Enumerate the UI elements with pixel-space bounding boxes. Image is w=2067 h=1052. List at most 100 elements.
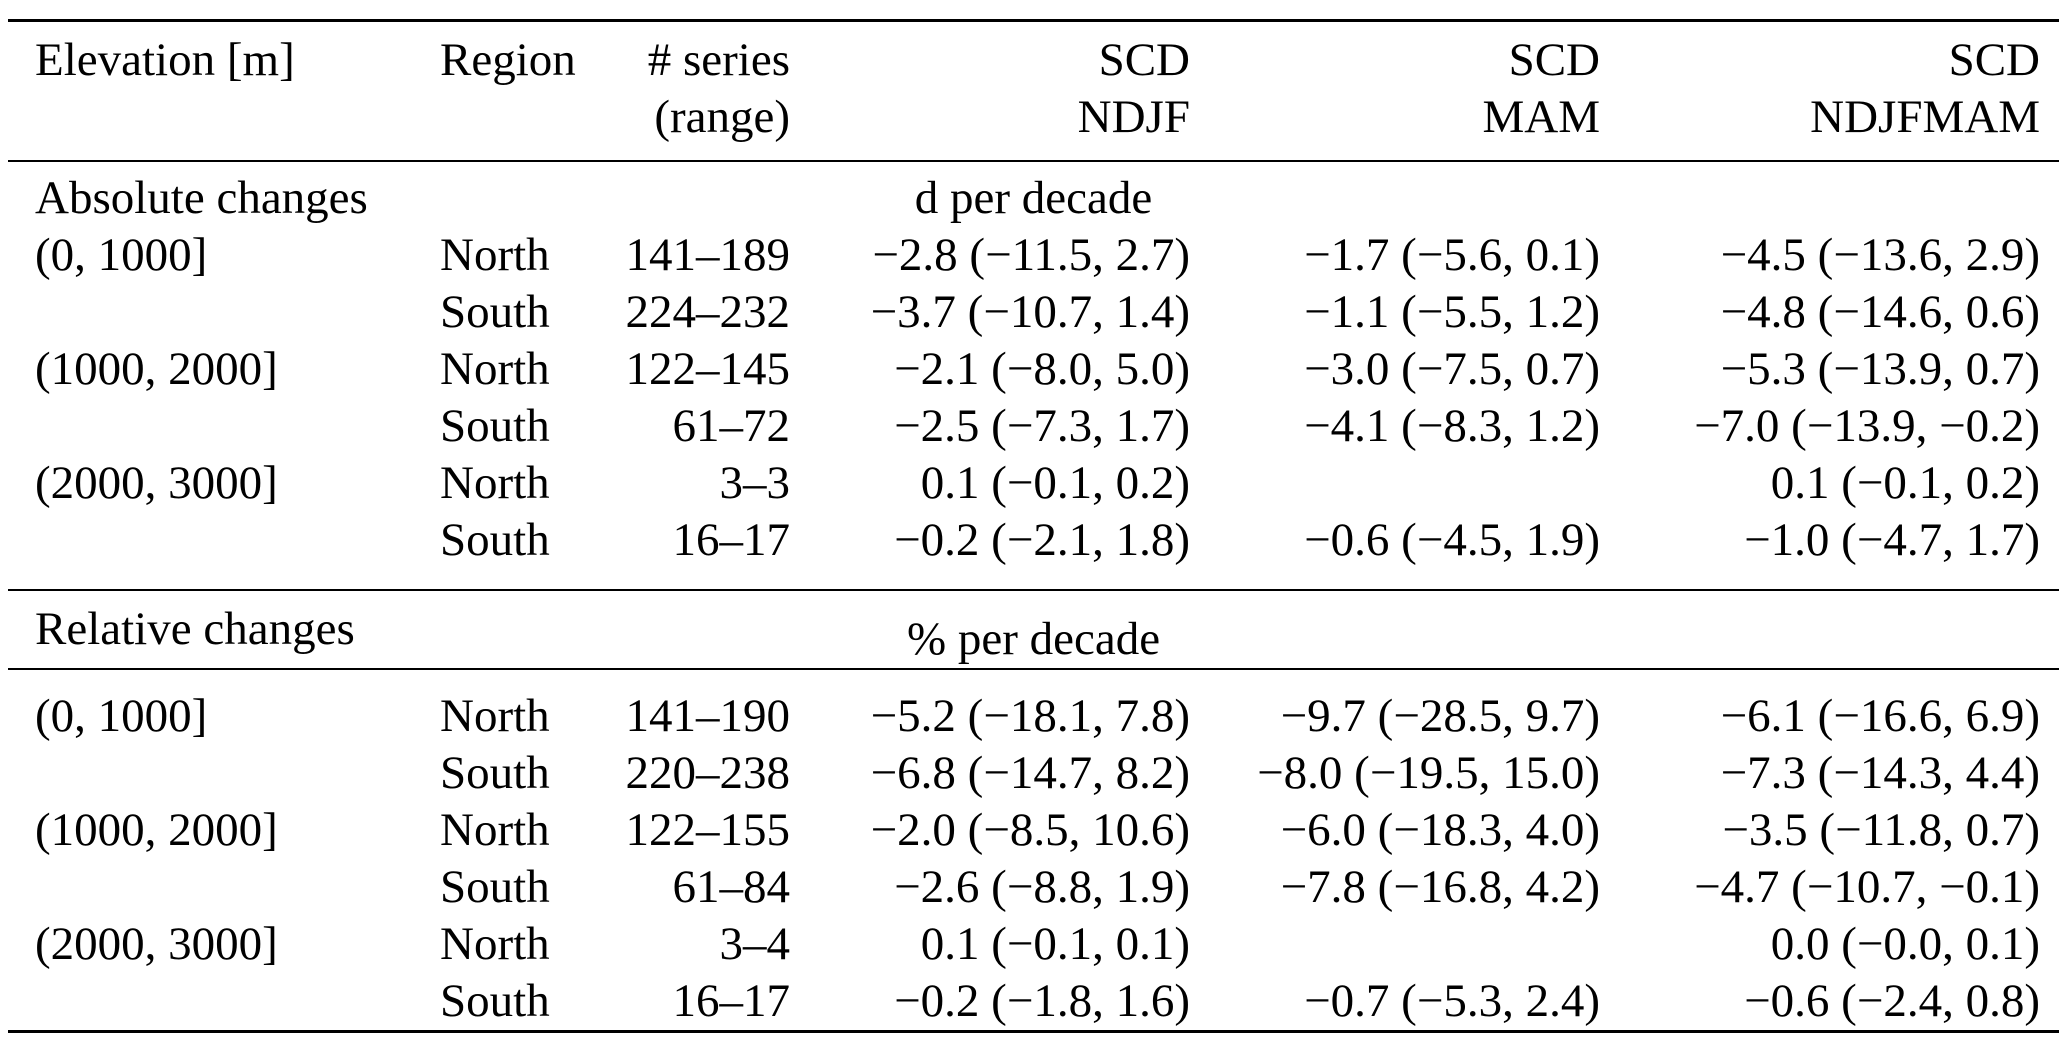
series-range-cell: 16–17 [672, 514, 791, 566]
region-cell: North [440, 457, 550, 509]
region-cell: South [440, 514, 550, 566]
region-cell: South [440, 975, 550, 1027]
scd-mam-cell [1190, 455, 1600, 512]
elevation-cell: (0, 1000] [35, 229, 208, 281]
col-header-series-line2: (range) [654, 91, 790, 143]
elevation-cell: (1000, 2000] [35, 343, 278, 395]
col-header-scd-ndjfmam-line1: SCD [1948, 34, 2040, 86]
elevation-cell [8, 973, 440, 1032]
series-range-cell: 61–72 [672, 400, 791, 452]
col-header-scd-mam-line2: MAM [1482, 91, 1600, 143]
elevation-cell [8, 284, 440, 341]
elevation-cell [8, 398, 440, 455]
table-header: Elevation [m] Region # series (range) SC… [8, 21, 2059, 162]
elevation-cell [8, 859, 440, 916]
scd-mam-cell: −7.8 (−16.8, 4.2) [1280, 861, 1600, 913]
col-header-scd-ndjf-line1: SCD [1098, 34, 1190, 86]
scd-ndjfmam-cell: −5.3 (−13.9, 0.7) [1720, 343, 2040, 395]
section-header-absolute-changes: Absolute changes d per decade [8, 161, 2059, 227]
table-row: (0, 1000] North 141–189 −2.8 (−11.5, 2.7… [8, 227, 2059, 284]
table-row: South 61–84 −2.6 (−8.8, 1.9) −7.8 (−16.8… [8, 859, 2059, 916]
section-unit-relative: % per decade [906, 613, 1161, 665]
region-cell: North [440, 804, 550, 856]
scd-mam-cell: −0.6 (−4.5, 1.9) [1304, 514, 1600, 566]
col-header-region: Region [440, 21, 576, 162]
elevation-cell: (2000, 3000] [35, 918, 278, 970]
table-row: South 16–17 −0.2 (−2.1, 1.8) −0.6 (−4.5,… [8, 512, 2059, 590]
col-header-series-line1: # series [647, 34, 790, 86]
scd-ndjf-cell: −2.8 (−11.5, 2.7) [872, 229, 1190, 281]
section-header-cell: Relative changes % per decade [8, 590, 2059, 669]
table-body: Absolute changes d per decade (0, 1000] … [8, 161, 2059, 1032]
table-row: South 220–238 −6.8 (−14.7, 8.2) −8.0 (−1… [8, 745, 2059, 802]
elevation-cell [8, 745, 440, 802]
series-range-cell: 122–155 [625, 804, 791, 856]
series-range-cell: 220–238 [625, 747, 791, 799]
section-unit-absolute: d per decade [914, 172, 1153, 224]
scd-ndjfmam-cell: −0.6 (−2.4, 0.8) [1744, 975, 2040, 1027]
scd-ndjfmam-cell: 0.1 (−0.1, 0.2) [1770, 457, 2040, 509]
region-cell: South [440, 861, 550, 913]
col-header-elevation-line1: Elevation [m] [35, 34, 295, 86]
results-table: Elevation [m] Region # series (range) SC… [8, 19, 2059, 1033]
scd-mam-cell: −4.1 (−8.3, 1.2) [1304, 400, 1600, 452]
scd-ndjf-cell: −2.6 (−8.8, 1.9) [894, 861, 1190, 913]
col-header-region-line2 [440, 89, 570, 146]
scd-ndjf-cell: −5.2 (−18.1, 7.8) [870, 690, 1190, 742]
table-row: (1000, 2000] North 122–155 −2.0 (−8.5, 1… [8, 802, 2059, 859]
scd-ndjfmam-cell: −7.0 (−13.9, −0.2) [1694, 400, 2040, 452]
region-cell: North [440, 229, 550, 281]
elevation-cell: (1000, 2000] [35, 804, 278, 856]
scd-ndjfmam-cell: −3.5 (−11.8, 0.7) [1722, 804, 2040, 856]
table-row: (2000, 3000] North 3–4 0.1 (−0.1, 0.1) 0… [8, 916, 2059, 973]
table-row: South 16–17 −0.2 (−1.8, 1.6) −0.7 (−5.3,… [8, 973, 2059, 1032]
section-label-absolute: Absolute changes [35, 172, 368, 224]
scd-ndjf-cell: −6.8 (−14.7, 8.2) [870, 747, 1190, 799]
scd-ndjfmam-cell: −4.8 (−14.6, 0.6) [1720, 286, 2040, 338]
col-header-elevation: Elevation [m] [8, 21, 440, 162]
scd-mam-cell: −0.7 (−5.3, 2.4) [1304, 975, 1600, 1027]
scd-ndjf-cell: 0.1 (−0.1, 0.2) [920, 457, 1190, 509]
scd-mam-cell: −1.1 (−5.5, 1.2) [1304, 286, 1600, 338]
col-header-scd-ndjfmam-line2: NDJFMAM [1810, 91, 2040, 143]
series-range-cell: 224–232 [625, 286, 791, 338]
scd-ndjfmam-cell: −4.5 (−13.6, 2.9) [1720, 229, 2040, 281]
region-cell: North [440, 343, 550, 395]
scd-mam-cell: −8.0 (−19.5, 15.0) [1257, 747, 1600, 799]
header-row: Elevation [m] Region # series (range) SC… [8, 21, 2059, 162]
col-header-scd-ndjf-line2: NDJF [1077, 91, 1190, 143]
scd-ndjf-cell: −0.2 (−2.1, 1.8) [894, 514, 1190, 566]
section-header-relative-changes: Relative changes % per decade [8, 590, 2059, 669]
section-label-relative: Relative changes [35, 603, 355, 655]
col-header-scd-ndjfmam: SCD NDJFMAM [1600, 21, 2059, 162]
scd-mam-cell: −6.0 (−18.3, 4.0) [1280, 804, 1600, 856]
scd-ndjfmam-cell: −6.1 (−16.6, 6.9) [1720, 690, 2040, 742]
elevation-cell: (2000, 3000] [35, 457, 278, 509]
scd-mam-cell: −3.0 (−7.5, 0.7) [1304, 343, 1600, 395]
scd-ndjf-cell: −3.7 (−10.7, 1.4) [870, 286, 1190, 338]
series-range-cell: 122–145 [625, 343, 791, 395]
col-header-scd-mam: SCD MAM [1190, 21, 1600, 162]
series-range-cell: 3–4 [719, 918, 791, 970]
scd-ndjfmam-cell: −4.7 (−10.7, −0.1) [1694, 861, 2040, 913]
region-cell: North [440, 690, 550, 742]
region-cell: South [440, 747, 550, 799]
table-row: South 224–232 −3.7 (−10.7, 1.4) −1.1 (−5… [8, 284, 2059, 341]
series-range-cell: 16–17 [672, 975, 791, 1027]
region-cell: North [440, 918, 550, 970]
table-row: (0, 1000] North 141–190 −5.2 (−18.1, 7.8… [8, 669, 2059, 745]
col-header-series-range: # series (range) [570, 21, 790, 162]
elevation-cell: (0, 1000] [35, 690, 208, 742]
col-header-scd-mam-line1: SCD [1508, 34, 1600, 86]
table-row: (1000, 2000] North 122–145 −2.1 (−8.0, 5… [8, 341, 2059, 398]
series-range-cell: 3–3 [719, 457, 791, 509]
scd-ndjf-cell: −0.2 (−1.8, 1.6) [894, 975, 1190, 1027]
col-header-scd-ndjf: SCD NDJF [790, 21, 1190, 162]
scd-ndjfmam-cell: −7.3 (−14.3, 4.4) [1720, 747, 2040, 799]
col-header-elevation-line2 [35, 89, 440, 146]
col-header-region-line1: Region [440, 34, 576, 86]
scd-ndjf-cell: −2.5 (−7.3, 1.7) [894, 400, 1190, 452]
series-range-cell: 141–190 [625, 690, 791, 742]
scd-ndjf-cell: −2.1 (−8.0, 5.0) [894, 343, 1190, 395]
